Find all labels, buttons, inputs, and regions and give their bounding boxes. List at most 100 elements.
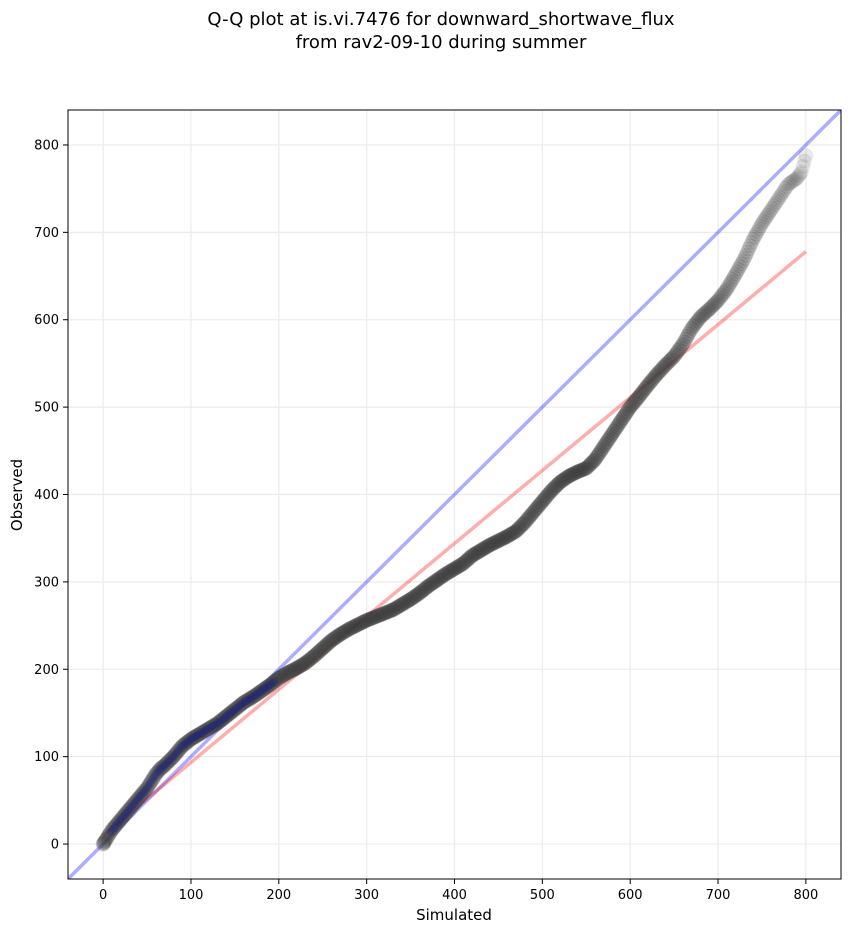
quantile-point — [351, 616, 367, 632]
quantile-point — [466, 547, 482, 563]
quantile-point — [111, 813, 127, 829]
quantile-point — [445, 562, 461, 578]
quantile-point — [502, 527, 518, 543]
quantile-point — [102, 824, 118, 840]
quantile-point — [596, 438, 612, 454]
quantile-point — [155, 759, 171, 775]
quantile-point — [508, 523, 524, 539]
quantile-point — [733, 256, 749, 272]
quantile-point — [597, 436, 613, 452]
quantile-point — [726, 269, 742, 285]
fit-line — [102, 250, 807, 837]
quantile-point — [262, 677, 278, 693]
highlight-point — [150, 772, 159, 781]
quantile-point — [356, 614, 372, 630]
quantile-point — [694, 308, 710, 324]
quantile-point — [571, 463, 587, 479]
quantile-point — [630, 390, 646, 406]
quantile-point — [725, 271, 741, 287]
quantile-point — [509, 522, 525, 538]
quantile-point — [682, 323, 698, 339]
quantile-point — [95, 836, 111, 852]
quantile-point — [609, 419, 625, 435]
quantile-point — [452, 557, 468, 573]
highlight-point — [107, 826, 116, 835]
quantile-point — [255, 682, 271, 698]
quantile-point — [123, 799, 139, 815]
quantile-point — [365, 610, 381, 626]
quantile-point — [550, 476, 566, 492]
quantile-point — [657, 357, 673, 373]
quantile-point — [98, 831, 114, 847]
quantile-point — [461, 550, 477, 566]
quantile-point — [742, 238, 758, 254]
quantile-point — [798, 147, 814, 163]
quantile-point — [186, 729, 202, 745]
quantile-points — [95, 147, 814, 852]
quantile-point — [649, 367, 665, 383]
quantile-point — [341, 621, 357, 637]
highlight-point — [118, 813, 127, 822]
quantile-point — [463, 549, 479, 565]
quantile-point — [553, 473, 569, 489]
quantile-point — [347, 618, 363, 634]
quantile-point — [408, 587, 424, 603]
highlight-point — [173, 747, 182, 756]
quantile-point — [300, 653, 316, 669]
quantile-point — [594, 441, 610, 457]
quantile-point — [201, 721, 217, 737]
quantile-point — [294, 657, 310, 673]
highlight-point — [223, 711, 232, 720]
quantile-point — [296, 656, 312, 672]
quantile-point — [291, 659, 307, 675]
quantile-point — [728, 266, 744, 282]
quantile-point — [363, 611, 379, 627]
highlight-point — [129, 799, 138, 808]
quantile-point — [473, 542, 489, 558]
quantile-point — [280, 665, 296, 681]
quantile-point — [574, 462, 590, 478]
quantile-point — [670, 342, 686, 358]
quantile-point — [215, 711, 231, 727]
quantile-point — [672, 340, 688, 356]
quantile-point — [146, 768, 162, 784]
highlight-point — [145, 779, 154, 788]
quantile-point — [772, 189, 788, 205]
quantile-point — [618, 406, 634, 422]
quantile-point — [524, 506, 540, 522]
quantile-point — [438, 566, 454, 582]
quantile-point — [766, 198, 782, 214]
highlight-point — [181, 739, 190, 748]
quantile-point — [263, 676, 279, 692]
quantile-point — [533, 495, 549, 511]
quantile-point — [690, 313, 706, 329]
quantile-point — [552, 474, 568, 490]
quantile-point — [625, 396, 641, 412]
quantile-point — [600, 432, 616, 448]
title-line-2: from rav2-09-10 during summer — [296, 32, 587, 53]
highlight-point — [200, 727, 209, 736]
quantile-point — [176, 737, 192, 753]
x-axis-label: Simulated — [416, 906, 492, 924]
highlight-point — [151, 770, 160, 779]
quantile-point — [590, 447, 606, 463]
quantile-point — [288, 660, 304, 676]
quantile-point — [256, 681, 272, 697]
x-tick-label: 0 — [99, 888, 107, 903]
quantile-point — [669, 344, 685, 360]
quantile-point — [546, 480, 562, 496]
quantile-point — [736, 251, 752, 267]
quantile-point — [318, 638, 334, 654]
highlight-point — [191, 732, 200, 741]
highlight-point — [135, 792, 144, 801]
highlight-point — [219, 714, 228, 723]
highlight-point — [159, 762, 168, 771]
quantile-point — [637, 381, 653, 397]
quantile-point — [240, 692, 256, 708]
quantile-point — [439, 565, 455, 581]
highlight-point — [257, 687, 266, 696]
highlight-point — [141, 785, 150, 794]
quantile-point — [414, 583, 430, 599]
quantile-point — [135, 785, 151, 801]
quantile-point — [162, 752, 178, 768]
